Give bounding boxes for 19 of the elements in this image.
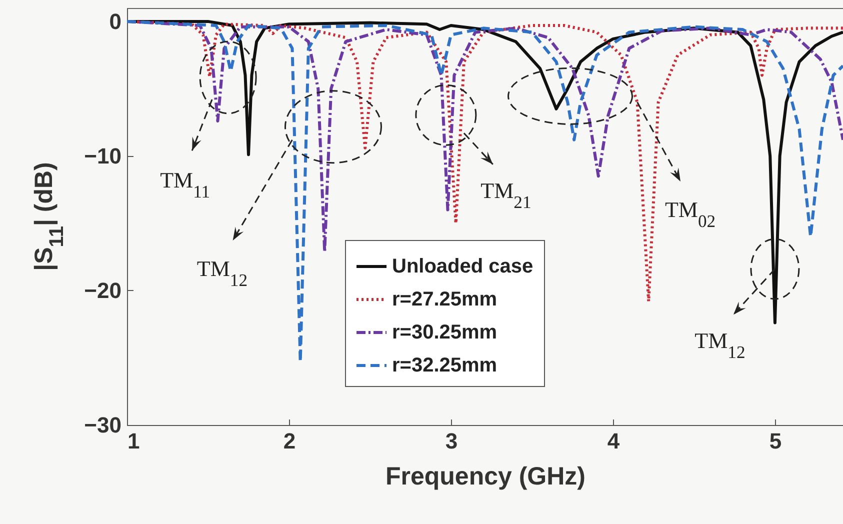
x-tick-label: 2 — [283, 428, 296, 454]
x-tick-label: 4 — [607, 428, 620, 454]
annotation: TM$_{21}$ — [480, 178, 532, 212]
x-tick-label: 5 — [769, 428, 782, 454]
y-tick-label: 0 — [109, 8, 122, 34]
x-tick-label: 3 — [445, 428, 458, 454]
annotation: TM$_{12}$ — [196, 256, 248, 290]
y-tick-label: −10 — [84, 143, 122, 168]
y-tick-label: −20 — [84, 278, 122, 303]
legend-label: Unloaded case — [392, 256, 534, 278]
annotation: TM$_{12}$ — [694, 328, 746, 362]
x-tick-label: 1 — [128, 428, 140, 454]
legend-label: r=32.25mm — [392, 354, 498, 376]
annotation: TM$_{11}$ — [160, 167, 210, 202]
x-axis-title: Frequency (GHz) — [385, 462, 586, 490]
legend-label: r=27.25mm — [392, 288, 498, 310]
annotation: TM$_{02}$ — [664, 197, 716, 232]
y-tick-label: −30 — [84, 412, 122, 438]
legend-label: r=30.25mm — [392, 322, 498, 344]
